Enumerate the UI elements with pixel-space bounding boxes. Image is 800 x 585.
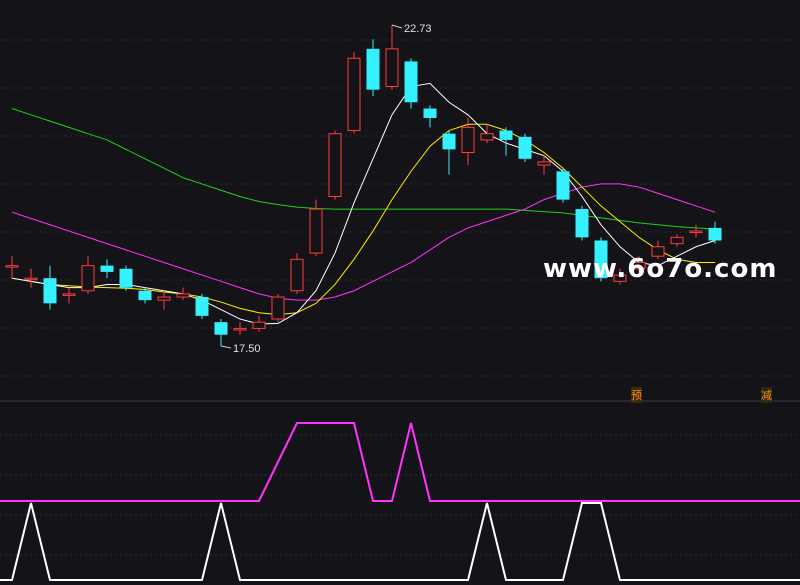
candle-body (252, 321, 266, 329)
candle-body (670, 236, 684, 245)
candle-body (328, 133, 342, 198)
candle-body (176, 293, 190, 298)
candle-body (518, 136, 532, 159)
candle-body (81, 265, 95, 292)
candle-body (404, 61, 418, 103)
candle-body (613, 274, 627, 282)
indicator2-line (0, 502, 800, 581)
candle-body (480, 133, 494, 141)
indicator1-line (0, 422, 800, 502)
candle-body (461, 126, 475, 154)
ma10-line (11, 123, 715, 316)
ma20-line (11, 183, 716, 301)
watermark: www.6o7o.com (543, 254, 778, 284)
candle-body (708, 227, 722, 241)
candle-body (5, 265, 19, 268)
candle-body (575, 209, 589, 238)
candle-body (632, 261, 646, 270)
candle-body (385, 48, 399, 88)
ma60-line (11, 108, 716, 230)
candle-body (214, 322, 228, 335)
candle-body (119, 268, 133, 288)
candle-body (157, 296, 171, 301)
candle-body (651, 246, 665, 257)
candle-body (43, 278, 57, 304)
high-marker (391, 24, 403, 29)
candle-body (24, 277, 38, 281)
candle-body (62, 293, 76, 296)
candle-body (100, 265, 114, 272)
candle-body (138, 290, 152, 301)
candle-body (423, 108, 437, 118)
candle-body (290, 258, 304, 292)
candle-body (442, 133, 456, 150)
candle-body (689, 230, 703, 234)
low-price-label: 17.50 (233, 343, 261, 355)
signal-reduce-label: 减 (761, 387, 772, 403)
candle-body (195, 297, 209, 316)
candle-body (271, 296, 285, 320)
candle-body (366, 48, 380, 90)
candle-body (347, 57, 361, 132)
low-marker (220, 345, 232, 349)
candle-body (556, 171, 570, 200)
candle-body (499, 130, 513, 140)
candle-body (537, 161, 551, 166)
candle-body (594, 240, 608, 279)
candle-body (309, 208, 323, 254)
signal-pre-label: 预 (631, 387, 642, 403)
high-price-label: 22.73 (404, 23, 432, 35)
candle-body (233, 327, 247, 331)
